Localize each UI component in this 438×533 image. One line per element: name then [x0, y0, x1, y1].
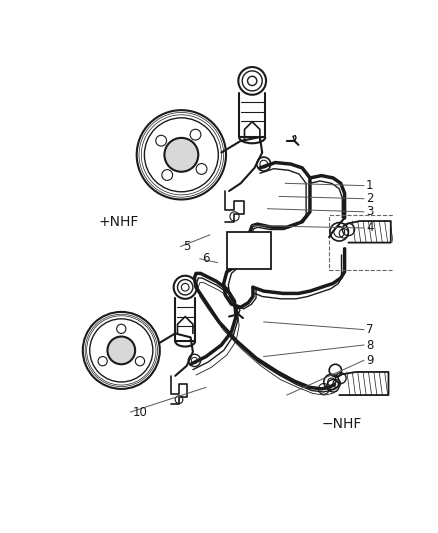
Text: 10: 10 — [133, 406, 148, 418]
Bar — [227, 232, 272, 269]
Text: 7: 7 — [366, 323, 374, 336]
Text: 2: 2 — [366, 192, 374, 205]
Circle shape — [164, 138, 198, 172]
Text: 1: 1 — [366, 179, 374, 192]
Text: 5: 5 — [183, 240, 190, 253]
Text: 4: 4 — [366, 222, 374, 235]
Text: −NHF: −NHF — [321, 417, 362, 431]
Bar — [329, 215, 395, 270]
Text: 3: 3 — [366, 205, 374, 219]
Text: 6: 6 — [202, 252, 210, 265]
Text: +NHF: +NHF — [98, 215, 138, 229]
Text: 9: 9 — [366, 354, 374, 367]
Text: 8: 8 — [366, 338, 374, 351]
Circle shape — [107, 336, 135, 364]
